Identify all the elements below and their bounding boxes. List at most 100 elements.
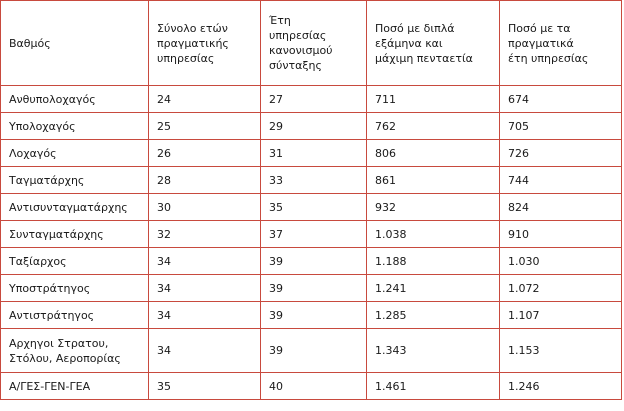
header-regulation-years-line: Έτη <box>269 14 291 27</box>
table-row: Υποστράτηγος 34 39 1.241 1.072 <box>0 274 622 302</box>
cell-rank: Υποστράτηγος <box>0 274 149 302</box>
header-rank-line: Βαθμός <box>9 36 51 50</box>
header-actual-years-line: υπηρεσίας <box>157 51 215 65</box>
cell-rank-line: Συνταγματάρχης <box>9 227 104 241</box>
header-actual-years-line: Σύνολο ετών <box>157 21 228 35</box>
cell-amount-actual: 674 <box>499 85 622 113</box>
cell-regulation-years: 33 <box>260 166 367 194</box>
cell-actual-years: 34 <box>148 247 261 275</box>
cell-regulation-years: 29 <box>260 112 367 140</box>
cell-regulation-years: 40 <box>260 372 367 400</box>
cell-amount-actual: 1.072 <box>499 274 622 302</box>
cell-amount-double: 1.188 <box>366 247 500 275</box>
cell-rank-line: Ταξίαρχος <box>9 254 67 268</box>
cell-rank-line: Υποστράτηγος <box>9 281 91 295</box>
cell-actual-years: 35 <box>148 372 261 400</box>
cell-rank-line: Αντιστράτηγος <box>9 308 95 322</box>
cell-rank: Αρχηγοι Στρατου, Στόλου, Αεροπορίας <box>0 328 149 373</box>
cell-rank: Αντιστράτηγος <box>0 301 149 329</box>
table-row: Υπολοχαγός 25 29 762 705 <box>0 112 622 140</box>
cell-amount-actual: 705 <box>499 112 622 140</box>
cell-rank: Α/ΓΕΣ-ΓΕΝ-ΓΕΑ <box>0 372 149 400</box>
header-actual-years: Σύνολο ετών πραγματικής υπηρεσίας <box>148 0 261 86</box>
cell-rank: Ταξίαρχος <box>0 247 149 275</box>
cell-regulation-years: 39 <box>260 328 367 373</box>
cell-rank: Λοχαγός <box>0 139 149 167</box>
cell-amount-double: 1.285 <box>366 301 500 329</box>
cell-actual-years: 34 <box>148 301 261 329</box>
cell-amount-double: 711 <box>366 85 500 113</box>
table-header-row: Βαθμός Σύνολο ετών πραγματικής υπηρεσίας… <box>0 0 622 86</box>
header-actual-years-line: πραγματικής <box>157 36 229 50</box>
header-amount-actual: Ποσό με τα πραγματικά έτη υπηρεσίας <box>499 0 622 86</box>
cell-amount-actual: 1.107 <box>499 301 622 329</box>
cell-actual-years: 30 <box>148 193 261 221</box>
header-amount-actual-line: Ποσό με τα <box>508 21 571 35</box>
cell-actual-years: 34 <box>148 274 261 302</box>
header-regulation-years-line: κανονισμού <box>269 44 333 57</box>
header-amount-double-line: Ποσό με διπλά <box>375 21 455 35</box>
cell-amount-actual: 1.030 <box>499 247 622 275</box>
cell-amount-double: 861 <box>366 166 500 194</box>
cell-rank: Συνταγματάρχης <box>0 220 149 248</box>
header-amount-actual-line: έτη υπηρεσίας <box>508 51 589 65</box>
cell-amount-double: 1.461 <box>366 372 500 400</box>
header-amount-double-line: μάχιμη πενταετία <box>375 51 473 65</box>
cell-amount-actual: 824 <box>499 193 622 221</box>
cell-rank-line: Λοχαγός <box>9 146 57 160</box>
pension-table: Βαθμός Σύνολο ετών πραγματικής υπηρεσίας… <box>0 0 622 400</box>
cell-amount-actual: 910 <box>499 220 622 248</box>
cell-rank: Υπολοχαγός <box>0 112 149 140</box>
table-row: Αντισυνταγματάρχης 30 35 932 824 <box>0 193 622 221</box>
cell-rank: Ανθυπολοχαγός <box>0 85 149 113</box>
cell-actual-years: 24 <box>148 85 261 113</box>
cell-rank-line: Υπολοχαγός <box>9 119 76 133</box>
cell-amount-actual: 726 <box>499 139 622 167</box>
cell-regulation-years: 27 <box>260 85 367 113</box>
cell-actual-years: 28 <box>148 166 261 194</box>
table-row: Ταξίαρχος 34 39 1.188 1.030 <box>0 247 622 275</box>
header-rank: Βαθμός <box>0 0 149 86</box>
cell-amount-double: 1.241 <box>366 274 500 302</box>
cell-regulation-years: 35 <box>260 193 367 221</box>
cell-actual-years: 32 <box>148 220 261 248</box>
cell-regulation-years: 31 <box>260 139 367 167</box>
cell-actual-years: 25 <box>148 112 261 140</box>
cell-regulation-years: 39 <box>260 274 367 302</box>
pension-table-body: Βαθμός Σύνολο ετών πραγματικής υπηρεσίας… <box>0 0 622 400</box>
header-regulation-years: Έτη υπηρεσίας κανονισμού σύνταξης <box>260 0 367 86</box>
cell-amount-double: 932 <box>366 193 500 221</box>
cell-actual-years: 26 <box>148 139 261 167</box>
cell-rank-line: Α/ΓΕΣ-ΓΕΝ-ΓΕΑ <box>9 379 91 393</box>
table-row: Α/ΓΕΣ-ΓΕΝ-ΓΕΑ 35 40 1.461 1.246 <box>0 372 622 400</box>
table-row: Συνταγματάρχης 32 37 1.038 910 <box>0 220 622 248</box>
table-row: Λοχαγός 26 31 806 726 <box>0 139 622 167</box>
cell-amount-double: 762 <box>366 112 500 140</box>
cell-amount-double: 1.038 <box>366 220 500 248</box>
cell-amount-actual: 1.153 <box>499 328 622 373</box>
cell-rank-line: Στόλου, Αεροπορίας <box>9 351 121 365</box>
header-amount-actual-line: πραγματικά <box>508 36 574 50</box>
cell-rank-line: Ανθυπολοχαγός <box>9 92 96 106</box>
cell-amount-actual: 1.246 <box>499 372 622 400</box>
header-regulation-years-line: σύνταξης <box>269 59 322 72</box>
header-regulation-years-line: υπηρεσίας <box>269 29 327 42</box>
cell-rank-line: Αντισυνταγματάρχης <box>9 200 128 214</box>
cell-rank-line: Αρχηγοι Στρατου, <box>9 336 109 350</box>
header-amount-double: Ποσό με διπλά εξάμηνα και μάχιμη πενταετ… <box>366 0 500 86</box>
cell-amount-double: 1.343 <box>366 328 500 373</box>
cell-rank: Ταγματάρχης <box>0 166 149 194</box>
cell-regulation-years: 39 <box>260 247 367 275</box>
cell-amount-actual: 744 <box>499 166 622 194</box>
table-row: Αρχηγοι Στρατου, Στόλου, Αεροπορίας 34 39 1.… <box>0 328 622 373</box>
cell-rank-line: Ταγματάρχης <box>9 173 85 187</box>
cell-rank: Αντισυνταγματάρχης <box>0 193 149 221</box>
cell-amount-double: 806 <box>366 139 500 167</box>
table-row: Αντιστράτηγος 34 39 1.285 1.107 <box>0 301 622 329</box>
header-amount-double-line: εξάμηνα και <box>375 36 443 50</box>
cell-regulation-years: 39 <box>260 301 367 329</box>
table-row: Ταγματάρχης 28 33 861 744 <box>0 166 622 194</box>
table-row: Ανθυπολοχαγός 24 27 711 674 <box>0 85 622 113</box>
cell-actual-years: 34 <box>148 328 261 373</box>
cell-regulation-years: 37 <box>260 220 367 248</box>
